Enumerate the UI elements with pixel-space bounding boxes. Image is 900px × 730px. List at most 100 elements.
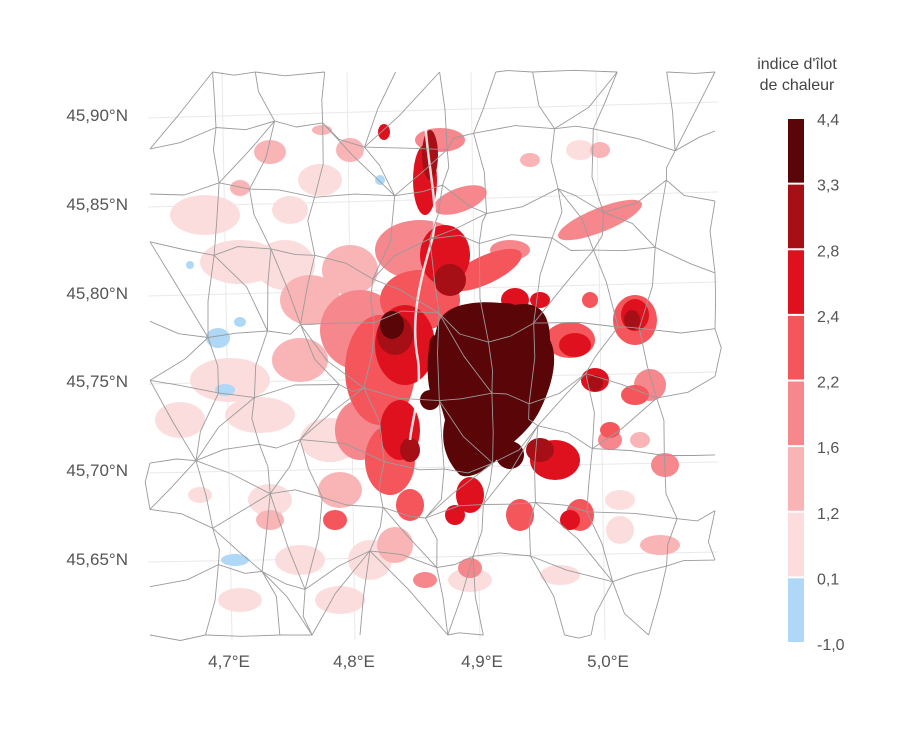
commune-boundary-segment xyxy=(259,440,300,448)
commune-boundary-segment xyxy=(715,273,716,329)
commune-boundary-segment xyxy=(150,565,218,587)
legend-title-line1: indice d'îlot xyxy=(757,56,837,73)
commune-boundary-segment xyxy=(613,566,667,582)
commune-boundary-segment xyxy=(708,511,715,560)
legend-swatch xyxy=(788,316,804,380)
commune-boundary-segment xyxy=(250,189,271,249)
commune-boundary-segment xyxy=(425,518,437,568)
commune-boundary-segment xyxy=(255,72,324,76)
commune-boundary-segment xyxy=(565,635,592,638)
commune-boundary-segment xyxy=(275,121,323,127)
legend-swatch xyxy=(788,119,804,183)
commune-boundary-segment xyxy=(150,72,213,149)
legend-swatch xyxy=(788,185,804,249)
y-tick-label: 45,75°N xyxy=(66,372,128,391)
commune-boundary-segment xyxy=(322,72,325,123)
commune-boundary-segment xyxy=(150,461,196,510)
commune-boundary-segment xyxy=(443,150,449,186)
legend-swatch xyxy=(788,382,804,446)
commune-boundary-segment xyxy=(150,635,205,641)
legend-label: 3,3 xyxy=(817,178,839,195)
commune-boundary-segment xyxy=(308,197,315,255)
commune-boundary-segment xyxy=(555,72,618,129)
commune-boundary-segment xyxy=(205,635,279,636)
commune-boundary-segment xyxy=(591,582,613,635)
x-tick-label: 4,9°E xyxy=(461,652,503,671)
commune-boundary-segment xyxy=(667,560,716,566)
legend-label: 2,8 xyxy=(817,243,839,260)
commune-boundary-segment xyxy=(715,329,721,377)
legend-swatches xyxy=(788,119,804,642)
y-tick-label: 45,80°N xyxy=(66,284,128,303)
y-tick-label: 45,90°N xyxy=(66,106,128,125)
commune-boundary-segment xyxy=(150,242,214,256)
legend-label: -1,0 xyxy=(817,637,845,654)
commune-boundary-segment xyxy=(667,72,715,73)
legend-label: 2,2 xyxy=(817,375,839,392)
y-tick-label: 45,65°N xyxy=(66,550,128,569)
commune-boundary-segment xyxy=(474,72,496,133)
latitude-tick-labels: 45,90°N 45,85°N 45,80°N 45,75°N 45,70°N … xyxy=(66,106,128,569)
commune-boundary-segment xyxy=(145,463,150,509)
commune-boundary-segment xyxy=(213,72,256,75)
commune-boundary-segment xyxy=(255,72,274,121)
commune-boundary-segment xyxy=(474,126,555,134)
commune-boundary-segment xyxy=(496,71,533,72)
legend-label: 2,4 xyxy=(817,309,839,326)
y-tick-label: 45,85°N xyxy=(66,195,128,214)
y-tick-label: 45,70°N xyxy=(66,461,128,480)
legend-swatch xyxy=(788,447,804,511)
commune-boundary-segment xyxy=(710,201,715,273)
legend-label: 4,4 xyxy=(817,112,839,129)
legend-swatch xyxy=(788,513,804,577)
commune-boundary-segment xyxy=(487,189,559,214)
legend-swatch xyxy=(788,578,804,642)
commune-boundary-segment xyxy=(657,398,665,455)
commune-boundary-segment xyxy=(587,449,592,512)
commune-boundary-segment xyxy=(150,183,219,195)
color-legend: indice d'îlot de chaleur 4,4 3,3 2,8 2,4 2,2… xyxy=(757,56,844,654)
commune-boundary-segment xyxy=(649,566,667,635)
commune-boundary-segment xyxy=(666,180,715,201)
legend-labels: 4,43,32,82,42,21,61,20,1-1,0 xyxy=(817,112,845,654)
x-tick-label: 5,0°E xyxy=(587,652,629,671)
commune-boundary-segment xyxy=(268,325,301,335)
legend-label: 1,6 xyxy=(817,440,839,457)
commune-boundary-segment xyxy=(533,70,618,72)
commune-boundary-segment xyxy=(150,242,208,338)
legend-swatch xyxy=(788,250,804,314)
commune-boundary-segment xyxy=(594,247,656,250)
commune-boundary-segment xyxy=(655,180,666,247)
commune-boundary-segment xyxy=(677,511,715,521)
commune-boundary-segment xyxy=(555,126,594,129)
commune-boundary-segment xyxy=(150,128,216,149)
x-tick-label: 4,8°E xyxy=(333,652,375,671)
commune-boundary-segment xyxy=(551,129,558,189)
commune-boundary-segment xyxy=(479,214,486,244)
heat-island-patches xyxy=(155,120,680,614)
commune-boundary-segment xyxy=(437,568,448,635)
commune-boundary-segment xyxy=(666,151,675,180)
commune-boundary-segment xyxy=(150,459,196,463)
commune-boundary-segment xyxy=(262,572,312,636)
commune-boundary-segment xyxy=(205,565,218,635)
commune-boundary-segment xyxy=(613,582,649,635)
commune-boundary-segment xyxy=(675,72,715,151)
commune-boundary-segment xyxy=(216,121,275,130)
legend-label: 0,1 xyxy=(817,571,839,588)
commune-boundary-segment xyxy=(655,247,715,273)
commune-boundary-segment xyxy=(587,512,677,519)
commune-boundary-segment xyxy=(667,72,675,151)
commune-boundary-segment xyxy=(592,449,664,456)
commune-boundary-segment xyxy=(213,128,219,183)
commune-boundary-segment xyxy=(213,72,216,128)
longitude-tick-labels: 4,7°E 4,8°E 4,9°E 5,0°E xyxy=(208,652,629,671)
commune-boundary-segment xyxy=(150,509,213,528)
commune-boundary-segment xyxy=(533,72,555,129)
commune-boundary-segment xyxy=(448,633,484,635)
legend-title-line2: de chaleur xyxy=(760,77,835,94)
x-tick-label: 4,7°E xyxy=(208,652,250,671)
commune-boundary-segment xyxy=(425,469,444,518)
commune-boundary-segment xyxy=(305,497,322,589)
